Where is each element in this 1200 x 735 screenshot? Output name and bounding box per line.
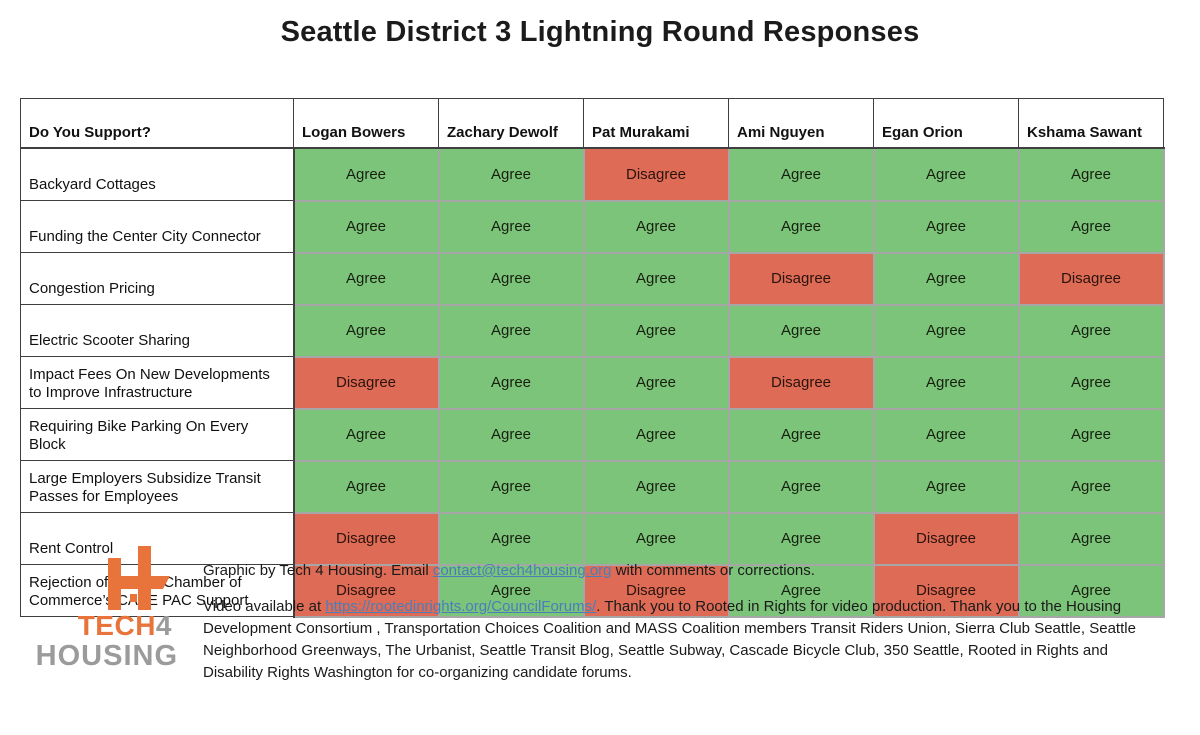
response-cell: Agree [1017, 407, 1165, 462]
contact-email-link[interactable]: contact@tech4housing.org [432, 562, 612, 579]
question-label: Rent Control [20, 512, 295, 565]
contact-line: Graphic by Tech 4 Housing. Email contact… [203, 560, 1163, 582]
response-cell: Disagree [292, 355, 440, 410]
response-cell: Agree [292, 199, 440, 254]
response-cell: Disagree [727, 355, 875, 410]
table-header-row: Do You Support? Logan Bowers Zachary Dewo… [20, 98, 1164, 149]
logo-wordmark: TECH4 [15, 612, 178, 640]
response-cell: Agree [292, 251, 440, 306]
response-cell: Disagree [872, 563, 1020, 618]
response-cell: Agree [872, 355, 1020, 410]
response-cell: Agree [872, 251, 1020, 306]
candidate-header: Logan Bowers [293, 98, 439, 149]
response-cell: Agree [1017, 303, 1165, 358]
response-cell: Agree [727, 407, 875, 462]
response-cell: Agree [437, 459, 585, 514]
logo-word-4: 4 [155, 610, 172, 641]
response-cell: Agree [292, 407, 440, 462]
response-cell: Agree [437, 251, 585, 306]
response-cell: Agree [582, 355, 730, 410]
response-cell: Disagree [1017, 251, 1165, 306]
response-cell: Agree [437, 511, 585, 566]
table-row: Impact Fees On New Developments to Impro… [20, 355, 1165, 410]
response-cell: Agree [1017, 199, 1165, 254]
table-row: Electric Scooter Sharing Agree Agree Agree A… [20, 303, 1165, 358]
credits-paragraph: Video available at https://rootedinright… [203, 596, 1163, 684]
response-cell: Agree [872, 147, 1020, 202]
response-cell: Agree [582, 459, 730, 514]
footer-text: Graphic by Tech 4 Housing. Email contact… [203, 560, 1163, 684]
tech4housing-h-mark-icon [15, 546, 178, 610]
question-label: Funding the Center City Connector [20, 200, 295, 253]
contact-prefix: Graphic by Tech 4 Housing. Email [203, 562, 433, 579]
responses-table: Do You Support? Logan Bowers Zachary Dewo… [20, 98, 1165, 618]
table-row: Rent Control Disagree Agree Agree Agree Disag… [20, 511, 1165, 566]
response-cell: Agree [872, 459, 1020, 514]
logo-word-housing: HOUSING [35, 640, 178, 672]
response-cell: Disagree [292, 563, 440, 618]
table-row: Funding the Center City Connector Agree Ag… [20, 199, 1165, 254]
response-cell: Agree [727, 459, 875, 514]
question-label: Congestion Pricing [20, 252, 295, 305]
response-cell: Agree [437, 199, 585, 254]
table-row: Congestion Pricing Agree Agree Agree Disagre… [20, 251, 1165, 306]
page-title: Seattle District 3 Lightning Round Respo… [280, 16, 920, 48]
response-cell: Agree [727, 303, 875, 358]
question-label: Backyard Cottages [20, 147, 295, 201]
response-cell: Disagree [872, 511, 1020, 566]
response-cell: Agree [872, 407, 1020, 462]
candidate-header: Ami Nguyen [728, 98, 874, 149]
response-cell: Disagree [582, 563, 730, 618]
logo-word-tech: TECH [77, 610, 156, 641]
response-cell: Agree [437, 407, 585, 462]
response-cell: Agree [582, 199, 730, 254]
table-row: Requiring Bike Parking On Every Block Agr… [20, 407, 1165, 462]
response-cell: Disagree [292, 511, 440, 566]
credits-suffix: . Thank you to Rooted in Rights for vide… [203, 598, 1136, 681]
table-row: Backyard Cottages Agree Agree Disagree Agree… [20, 147, 1165, 202]
tech4housing-logo: TECH4 HOUSING [15, 546, 178, 672]
response-cell: Agree [582, 407, 730, 462]
candidate-header: Pat Murakami [583, 98, 729, 149]
response-cell: Agree [582, 511, 730, 566]
response-cell: Agree [437, 563, 585, 618]
response-cell: Agree [292, 303, 440, 358]
response-cell: Agree [437, 303, 585, 358]
response-cell: Agree [437, 355, 585, 410]
question-label: Impact Fees On New Developments to Impro… [20, 356, 295, 409]
corner-header: Do You Support? [20, 98, 294, 149]
table-row: Large Employers Subsidize Transit Passes… [20, 459, 1165, 514]
response-cell: Disagree [582, 147, 730, 202]
response-cell: Agree [292, 459, 440, 514]
response-cell: Agree [437, 147, 585, 202]
response-cell: Agree [872, 199, 1020, 254]
response-cell: Agree [727, 563, 875, 618]
response-cell: Agree [872, 303, 1020, 358]
question-label: Electric Scooter Sharing [20, 304, 295, 357]
candidate-header: Kshama Sawant [1018, 98, 1164, 149]
response-cell: Agree [1017, 147, 1165, 202]
candidate-header: Egan Orion [873, 98, 1019, 149]
response-cell: Agree [1017, 459, 1165, 514]
response-cell: Agree [1017, 563, 1165, 618]
response-cell: Disagree [727, 251, 875, 306]
candidate-header: Zachary Dewolf [438, 98, 584, 149]
response-cell: Agree [1017, 355, 1165, 410]
question-label: Requiring Bike Parking On Every Block [20, 408, 295, 461]
response-cell: Agree [582, 303, 730, 358]
credits-prefix: Video available at [203, 598, 326, 615]
response-cell: Agree [727, 511, 875, 566]
response-cell: Agree [727, 199, 875, 254]
response-cell: Agree [292, 147, 440, 202]
question-label: Large Employers Subsidize Transit Passes… [20, 460, 295, 513]
council-forums-link[interactable]: https://rootedinrights.org/CouncilForums… [325, 598, 597, 615]
response-cell: Agree [727, 147, 875, 202]
table-row: Rejection of Seattle Chamber of Commerce… [20, 563, 1165, 618]
response-cell: Agree [582, 251, 730, 306]
response-cell: Agree [1017, 511, 1165, 566]
contact-suffix: with comments or corrections. [611, 562, 815, 579]
